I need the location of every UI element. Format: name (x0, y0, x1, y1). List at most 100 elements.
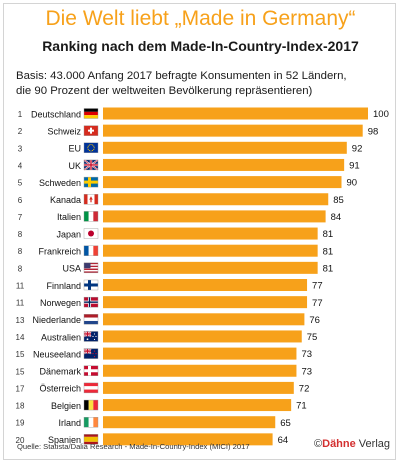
value-label: 71 (296, 401, 307, 412)
flag-fr-icon (83, 245, 99, 256)
basis-line-1: Basis: 43.000 Anfang 2017 befragte Konsu… (16, 70, 347, 82)
bar-kanada (103, 193, 329, 206)
value-label: 90 (347, 178, 358, 189)
value-label: 81 (323, 229, 334, 240)
flag-dk-icon (83, 365, 99, 376)
source-note: Quelle: Statista/Dalia Research - Made-I… (17, 442, 250, 451)
bar-japan (103, 227, 318, 240)
bar-finnland (103, 279, 308, 291)
value-label: 98 (368, 126, 379, 137)
flag-it-icon (83, 211, 99, 222)
country-label-japan: Japan (56, 229, 81, 239)
flag-ie-icon (83, 417, 99, 428)
bar-italien (103, 210, 326, 223)
value-label: 85 (333, 195, 344, 206)
chart-subtitle: Ranking nach dem Made-In-Country-Index-2… (42, 38, 359, 54)
rank-label: 18 (16, 402, 25, 411)
bar-uk (103, 158, 345, 171)
flag-au-icon (83, 330, 99, 342)
country-label-usa: USA (62, 264, 81, 274)
value-label: 64 (278, 435, 289, 446)
country-label-schweiz: Schweiz (47, 126, 81, 136)
rank-label: 14 (16, 333, 25, 342)
country-label-dnemark: Dänemark (39, 367, 81, 377)
flag-uk-icon (83, 159, 99, 171)
bar-australien (103, 330, 302, 343)
bar-dnemark (103, 364, 297, 377)
rank-label: 8 (18, 264, 23, 273)
value-label: 92 (352, 143, 363, 154)
rank-label: 15 (16, 367, 25, 376)
flag-at-icon (83, 382, 99, 394)
rank-label: 20 (16, 436, 25, 445)
logo-rest: Verlag (355, 438, 390, 450)
value-label: 75 (307, 332, 318, 343)
bar-irland (103, 416, 276, 429)
chart-title: Die Welt liebt „Made in Germany“ (45, 7, 356, 30)
flag-be-icon (83, 399, 99, 411)
bar-sterreich (103, 381, 294, 394)
rank-label: 8 (18, 230, 23, 239)
bar-eu (103, 141, 347, 154)
country-label-norwegen: Norwegen (40, 298, 81, 308)
value-label: 73 (301, 349, 312, 360)
value-label: 77 (312, 281, 323, 292)
value-label: 73 (301, 366, 312, 377)
rank-label: 4 (18, 161, 23, 170)
bar-frankreich (103, 244, 318, 257)
rank-label: 11 (16, 282, 25, 291)
country-label-niederlande: Niederlande (32, 315, 81, 325)
country-label-neuseeland: Neuseeland (33, 349, 81, 359)
flag-fi-icon (83, 279, 99, 291)
value-label: 91 (349, 161, 360, 172)
flag-ch-icon (83, 125, 99, 136)
bar-schweden (103, 176, 342, 189)
rank-label: 19 (16, 419, 25, 428)
logo-bold: Dähne (322, 438, 356, 450)
rank-label: 17 (16, 384, 25, 393)
flag-ca-icon (83, 194, 99, 205)
value-label: 72 (299, 384, 310, 395)
value-label: 77 (312, 298, 323, 309)
value-label: 81 (323, 263, 334, 274)
rank-label: 8 (18, 247, 23, 256)
basis-line-2: die 90 Prozent der weltweiten Bevölkerun… (16, 85, 313, 97)
bar-neuseeland (103, 347, 297, 360)
flag-nz-icon (83, 347, 99, 359)
bar-schweiz (103, 124, 363, 137)
rank-label: 13 (16, 316, 25, 325)
rank-label: 7 (18, 213, 23, 222)
value-label: 100 (373, 109, 389, 120)
value-label: 65 (280, 418, 291, 429)
rank-label: 6 (18, 196, 23, 205)
flag-eu-icon (83, 142, 99, 154)
country-label-irland: Irland (58, 418, 81, 428)
country-label-uk: UK (68, 161, 81, 171)
rank-label: 11 (16, 299, 25, 308)
rank-label: 3 (18, 144, 23, 153)
bar-spanien (103, 433, 273, 446)
country-label-italien: Italien (57, 212, 81, 222)
country-label-australien: Australien (41, 332, 81, 342)
flag-us-icon (83, 262, 99, 274)
country-label-deutschland: Deutschland (31, 109, 81, 119)
bar-usa (103, 261, 318, 274)
country-label-schweden: Schweden (39, 178, 81, 188)
rank-label: 5 (18, 179, 23, 188)
country-label-eu: EU (68, 144, 81, 154)
flag-nl-icon (83, 314, 99, 325)
flag-es-icon (83, 434, 99, 445)
flag-de-icon (83, 108, 99, 119)
flag-jp-icon (83, 228, 99, 239)
basis-note: Basis: 43.000 Anfang 2017 befragte Konsu… (16, 69, 391, 99)
bar-deutschland (103, 107, 368, 120)
copyright-symbol: © (314, 438, 323, 450)
country-label-spanien: Spanien (48, 435, 81, 445)
flag-no-icon (83, 296, 99, 308)
rank-label: 1 (18, 110, 23, 119)
publisher-logo: ©Dähne Verlag (314, 438, 390, 450)
country-label-finnland: Finnland (46, 281, 81, 291)
bar-belgien (103, 399, 292, 412)
chart-frame (3, 3, 396, 460)
